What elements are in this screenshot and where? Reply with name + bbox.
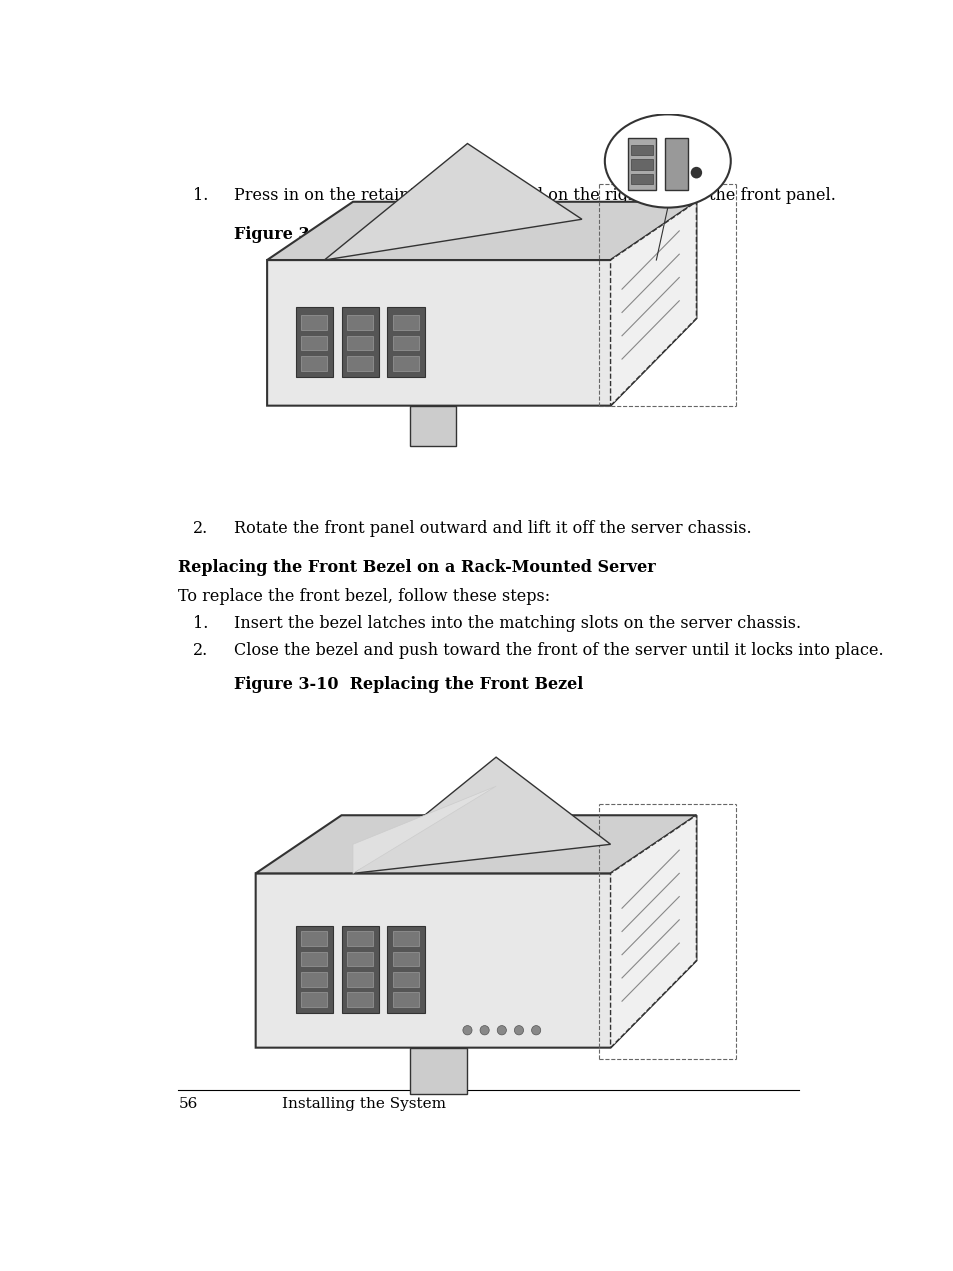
Polygon shape xyxy=(353,758,610,873)
Circle shape xyxy=(462,1026,472,1035)
Bar xyxy=(393,356,418,371)
Text: 56: 56 xyxy=(178,1097,197,1111)
Polygon shape xyxy=(324,144,581,261)
Polygon shape xyxy=(255,815,696,873)
Bar xyxy=(347,993,373,1007)
Bar xyxy=(301,932,327,946)
Bar xyxy=(393,952,418,966)
Bar xyxy=(301,952,327,966)
Text: 2.: 2. xyxy=(193,642,208,658)
Bar xyxy=(393,336,418,351)
Circle shape xyxy=(497,1026,506,1035)
Text: Rotate the front panel outward and lift it off the server chassis.: Rotate the front panel outward and lift … xyxy=(233,520,751,536)
Polygon shape xyxy=(267,202,696,405)
Bar xyxy=(393,972,418,986)
Circle shape xyxy=(514,1026,523,1035)
Bar xyxy=(301,356,327,371)
Bar xyxy=(347,932,373,946)
Polygon shape xyxy=(267,202,696,261)
Bar xyxy=(393,315,418,330)
Polygon shape xyxy=(255,815,696,1047)
Ellipse shape xyxy=(604,114,730,207)
Bar xyxy=(347,315,373,330)
Polygon shape xyxy=(610,815,696,1047)
Text: Insert the bezel latches into the matching slots on the server chassis.: Insert the bezel latches into the matchi… xyxy=(233,615,801,633)
Text: Press in on the retaining clips located on the right side of the front panel.: Press in on the retaining clips located … xyxy=(233,187,835,203)
Circle shape xyxy=(479,1026,489,1035)
Text: Figure 3-9  Front Bezel Retaining Clip: Figure 3-9 Front Bezel Retaining Clip xyxy=(233,226,577,243)
Text: 1.: 1. xyxy=(193,187,209,203)
Bar xyxy=(295,306,333,376)
Circle shape xyxy=(690,167,701,178)
Text: Close the bezel and push toward the front of the server until it locks into plac: Close the bezel and push toward the fron… xyxy=(233,642,882,658)
Bar xyxy=(347,972,373,986)
Bar xyxy=(630,174,653,184)
Bar xyxy=(393,932,418,946)
Text: To replace the front bezel, follow these steps:: To replace the front bezel, follow these… xyxy=(178,588,550,605)
Bar xyxy=(301,993,327,1007)
Text: Figure 3-10  Replacing the Front Bezel: Figure 3-10 Replacing the Front Bezel xyxy=(233,676,582,693)
Bar xyxy=(387,306,424,376)
Text: Replacing the Front Bezel on a Rack-Mounted Server: Replacing the Front Bezel on a Rack-Moun… xyxy=(178,559,656,576)
Text: Installing the System: Installing the System xyxy=(282,1097,445,1111)
Bar xyxy=(301,336,327,351)
Polygon shape xyxy=(353,787,496,873)
Bar xyxy=(301,315,327,330)
Circle shape xyxy=(531,1026,540,1035)
Bar xyxy=(341,306,378,376)
Bar xyxy=(664,137,687,191)
Bar xyxy=(630,145,653,155)
Bar xyxy=(630,159,653,170)
Bar xyxy=(410,405,456,446)
Bar xyxy=(295,925,333,1013)
Text: 1.: 1. xyxy=(193,615,209,633)
Text: 2.: 2. xyxy=(193,520,208,536)
Bar xyxy=(301,972,327,986)
Bar xyxy=(347,336,373,351)
Bar xyxy=(393,993,418,1007)
Bar xyxy=(627,137,656,191)
Bar xyxy=(347,952,373,966)
Polygon shape xyxy=(610,202,696,405)
Bar xyxy=(387,925,424,1013)
Bar xyxy=(410,1047,467,1094)
Bar xyxy=(347,356,373,371)
Bar xyxy=(341,925,378,1013)
